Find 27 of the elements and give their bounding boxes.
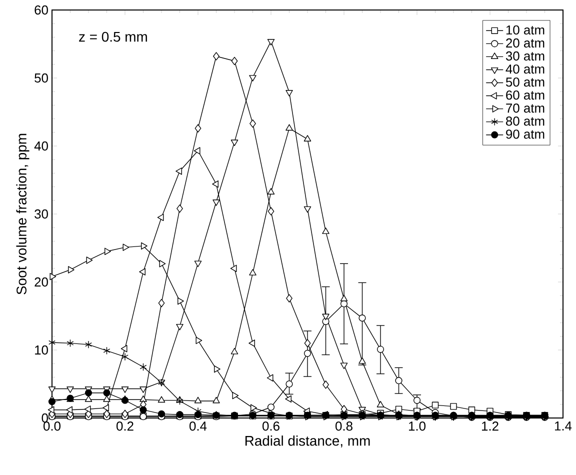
y-tick-label: 20 [34,277,48,287]
y-tick-label: 50 [34,73,48,83]
legend-label: 80 atm [506,116,544,126]
annotation: z = 0.5 mm [79,32,147,42]
legend-label: 90 atm [506,130,544,139]
y-tick-label: 0 [42,413,48,423]
legend-label: 10 atm [506,25,544,35]
x-tick-label: 1.2 [482,422,498,431]
x-tick-label: 0.4 [190,422,207,431]
x-tick-label: 0.8 [336,422,352,431]
legend-label: 50 atm [506,77,544,87]
y-axis-title: Soot volume fraction, ppm [16,134,30,294]
y-tick-label: 10 [35,345,48,355]
legend-label: 30 atm [506,51,544,61]
legend-label: 70 atm [506,104,544,113]
y-tick-label: 40 [34,141,48,151]
x-tick-label: 0.2 [116,422,134,431]
x-tick-label: 1.4 [554,422,572,430]
legend-label: 60 atm [506,90,544,100]
x-tick-label: 0.0 [44,422,61,431]
x-axis-title: Radial distance, mm [245,436,370,448]
legend-label: 40 atm [506,64,544,74]
legend-label: 20 atm [506,38,544,48]
x-tick-label: 1.0 [408,422,426,431]
y-tick-label: 30 [34,209,48,219]
x-tick-label: 0.6 [262,422,280,431]
y-tick-label: 60 [34,5,48,15]
